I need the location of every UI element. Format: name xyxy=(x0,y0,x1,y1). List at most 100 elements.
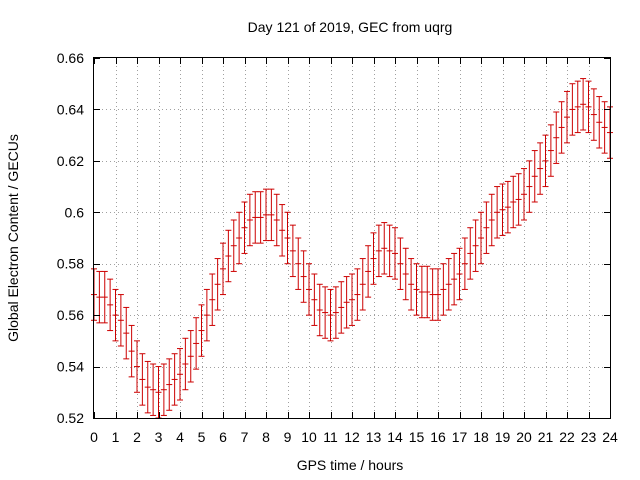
x-tick-label: 13 xyxy=(366,429,382,445)
x-tick-label: 21 xyxy=(538,429,554,445)
y-tick-label: 0.54 xyxy=(57,359,84,375)
data-point xyxy=(236,211,243,265)
data-point xyxy=(214,258,221,311)
data-point xyxy=(547,124,554,177)
x-tick-label: 3 xyxy=(155,429,163,445)
data-point xyxy=(252,191,259,244)
data-point xyxy=(542,134,549,188)
x-tick-label: 10 xyxy=(301,429,317,445)
x-axis-label: GPS time / hours xyxy=(297,457,404,473)
data-point xyxy=(456,247,463,301)
y-axis-label: Global Electron Content / GECUs xyxy=(5,134,21,342)
data-point xyxy=(134,340,140,393)
data-point xyxy=(375,224,382,278)
data-point xyxy=(370,232,377,285)
data-point xyxy=(435,268,441,321)
data-point xyxy=(467,227,474,280)
x-tick-label: 18 xyxy=(473,429,489,445)
data-point xyxy=(96,270,103,324)
x-tick-label: 4 xyxy=(176,429,184,445)
data-point xyxy=(424,265,431,319)
x-tick-label: 12 xyxy=(344,429,360,445)
data-point xyxy=(381,222,388,275)
data-point xyxy=(332,286,339,339)
x-tick-label: 11 xyxy=(323,429,338,445)
data-point xyxy=(284,211,291,265)
y-tick-label: 0.52 xyxy=(57,410,84,426)
data-point xyxy=(365,245,372,298)
data-point xyxy=(338,281,345,334)
data-point xyxy=(107,278,114,332)
data-point xyxy=(209,273,216,326)
x-tick-label: 17 xyxy=(452,429,468,445)
data-point xyxy=(397,237,404,290)
data-point xyxy=(230,219,237,272)
data-point xyxy=(160,363,167,416)
data-point xyxy=(483,201,490,254)
plot-frame xyxy=(93,57,611,419)
x-tick-label: 22 xyxy=(559,429,575,445)
x-tick-label: 8 xyxy=(262,429,270,445)
data-point xyxy=(418,265,425,319)
data-point xyxy=(515,173,522,226)
data-point xyxy=(166,358,173,411)
data-point xyxy=(574,80,581,134)
data-point xyxy=(601,101,608,154)
x-tick-label: 15 xyxy=(409,429,425,445)
data-point xyxy=(445,258,452,311)
y-tick-label: 0.66 xyxy=(57,50,84,66)
data-point xyxy=(220,242,226,296)
data-point xyxy=(585,80,592,134)
data-point xyxy=(117,294,124,347)
data-point xyxy=(590,88,597,141)
data-point xyxy=(494,186,501,239)
axis-layer: 0 1 2 3 4 5 6 7 8 9 10 11 12 13 14 15 16 17 18 19 20 21 22 23 24… xyxy=(57,50,618,445)
data-point xyxy=(478,211,484,265)
y-tick-label: 0.62 xyxy=(57,153,84,169)
data-point xyxy=(182,337,189,391)
x-tick-label: 14 xyxy=(387,429,403,445)
data-point xyxy=(354,268,361,321)
x-tick-label: 6 xyxy=(219,429,227,445)
data-point xyxy=(531,150,538,203)
data-point xyxy=(327,288,334,342)
data-point xyxy=(128,324,135,378)
data-point xyxy=(580,78,587,131)
data-point xyxy=(504,180,511,234)
y-tick-label: 0.6 xyxy=(65,204,85,220)
data-point xyxy=(408,258,415,311)
x-tick-label: 24 xyxy=(602,429,618,445)
y-tick-label: 0.58 xyxy=(57,256,84,272)
data-point xyxy=(289,224,296,278)
data-point xyxy=(510,175,517,229)
x-tick-label: 7 xyxy=(241,429,249,445)
data-point xyxy=(451,252,458,306)
data-point xyxy=(316,283,323,337)
data-point xyxy=(569,83,576,136)
data-point xyxy=(203,288,210,342)
data-point xyxy=(472,219,479,272)
data-point xyxy=(257,191,264,244)
data-point xyxy=(150,363,157,416)
data-point xyxy=(564,90,570,144)
data-point xyxy=(553,111,560,164)
x-tick-label: 2 xyxy=(133,429,141,445)
data-point xyxy=(112,288,119,342)
data-point xyxy=(429,268,436,321)
x-tick-label: 16 xyxy=(430,429,446,445)
data-point xyxy=(526,160,533,213)
x-tick-label: 1 xyxy=(112,429,120,445)
data-point xyxy=(177,348,183,401)
data-point xyxy=(225,229,232,283)
data-point xyxy=(300,250,307,303)
x-tick-label: 23 xyxy=(581,429,597,445)
data-point xyxy=(193,317,200,370)
x-tick-label: 9 xyxy=(284,429,292,445)
data-point xyxy=(461,237,468,290)
data-point xyxy=(273,193,280,247)
data-point xyxy=(279,204,286,257)
data-point xyxy=(263,188,269,242)
data-point xyxy=(198,304,205,357)
data-point xyxy=(101,270,108,324)
data-point xyxy=(413,263,420,316)
